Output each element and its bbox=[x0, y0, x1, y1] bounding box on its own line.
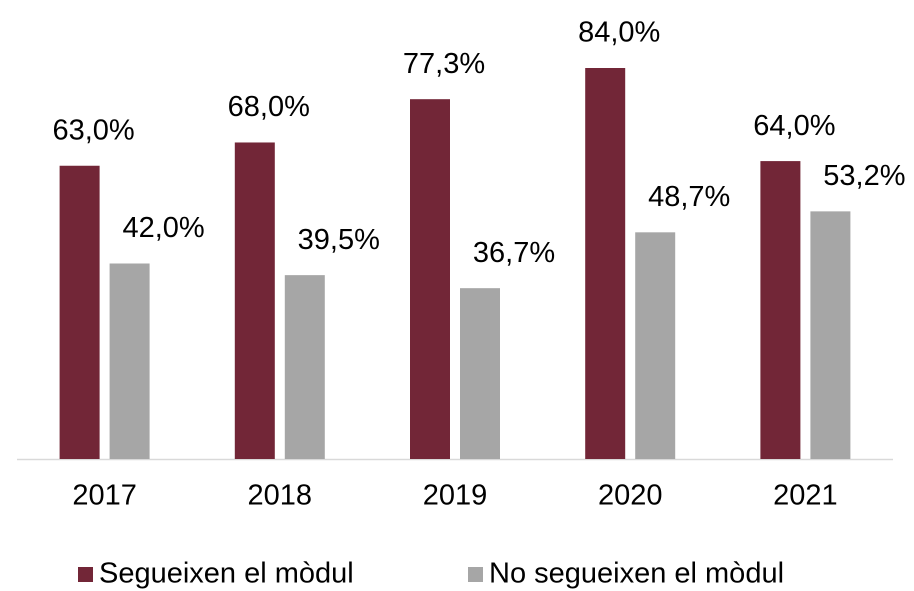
x-tick-label: 2018 bbox=[248, 480, 313, 512]
bar bbox=[109, 263, 150, 459]
x-tick-label: 2021 bbox=[773, 480, 838, 512]
value-label: 84,0% bbox=[578, 17, 660, 49]
bar bbox=[635, 232, 676, 459]
value-label: 53,2% bbox=[823, 160, 905, 192]
value-label: 68,0% bbox=[228, 91, 310, 123]
legend-label: No segueixen el mòdul bbox=[489, 558, 784, 590]
bar bbox=[59, 165, 100, 459]
legend-swatch bbox=[468, 567, 483, 582]
value-label: 39,5% bbox=[298, 224, 380, 256]
x-tick-label: 2019 bbox=[423, 480, 488, 512]
bar bbox=[585, 68, 626, 459]
value-label: 36,7% bbox=[473, 237, 555, 269]
bar bbox=[410, 99, 450, 460]
bar bbox=[760, 161, 801, 459]
legend-label: Segueixen el mòdul bbox=[99, 558, 354, 590]
value-label: 64,0% bbox=[753, 110, 835, 142]
legend-swatch bbox=[78, 567, 93, 582]
bar bbox=[234, 142, 275, 459]
value-label: 42,0% bbox=[122, 212, 204, 244]
bar bbox=[460, 288, 500, 459]
value-label: 77,3% bbox=[403, 48, 485, 80]
value-label: 48,7% bbox=[648, 181, 730, 213]
x-tick-label: 2017 bbox=[72, 480, 137, 512]
x-tick-label: 2020 bbox=[598, 480, 663, 512]
bar bbox=[810, 211, 851, 459]
bar bbox=[284, 275, 325, 459]
value-label: 63,0% bbox=[52, 114, 134, 146]
